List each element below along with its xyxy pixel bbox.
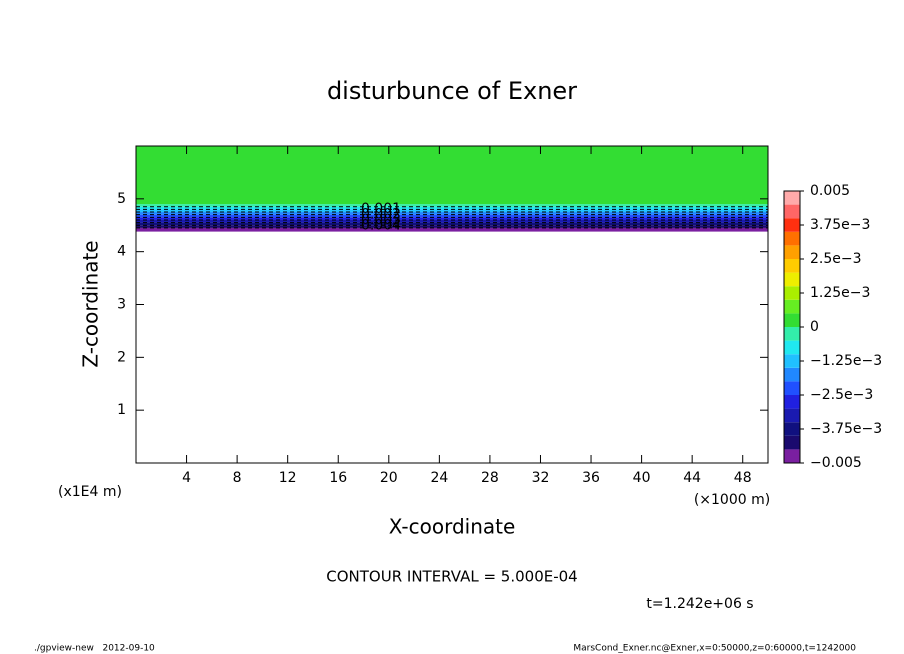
x-axis-label: X-coordinate [389, 515, 516, 539]
x-tick-label: 24 [430, 470, 448, 486]
colorbar-box [784, 231, 800, 246]
colorbar-label: 0.005 [810, 183, 850, 199]
colorbar-box [784, 435, 800, 450]
colorbar-label: 0 [810, 319, 819, 335]
contour-band [136, 146, 768, 205]
contour-band [136, 227, 768, 232]
y-tick-label: 5 [117, 191, 126, 207]
contour-label: 0.001 [361, 201, 401, 217]
colorbar-box [784, 299, 800, 314]
y-unit: (x1E4 m) [58, 484, 122, 500]
colorbar-box [784, 449, 800, 463]
y-tick-label: 3 [117, 297, 126, 313]
x-tick-label: 28 [481, 470, 499, 486]
colorbar-label: −2.5e−3 [810, 387, 873, 403]
contour-band [136, 217, 768, 220]
x-tick-label: 40 [633, 470, 651, 486]
y-tick-label: 1 [117, 402, 126, 418]
y-tick-label: 2 [117, 349, 126, 365]
colorbar-label: −1.25e−3 [810, 353, 882, 369]
contour-band [136, 206, 768, 210]
colorbar-box [784, 381, 800, 395]
x-unit: (×1000 m) [694, 492, 770, 508]
colorbar-label: −0.005 [810, 455, 862, 471]
contour-interval: CONTOUR INTERVAL = 5.000E-04 [326, 568, 577, 586]
footer-left: ./gpview-new 2012-09-10 [34, 644, 155, 654]
contour-band [136, 225, 768, 228]
chart-title: disturbunce of Exner [327, 77, 577, 105]
colorbar-box [784, 191, 800, 205]
contour-band [136, 214, 768, 218]
x-tick-label: 12 [279, 470, 297, 486]
contour-label: 0.002 [361, 207, 401, 223]
x-tick-label: 16 [329, 470, 347, 486]
contour-label: 0.003 [361, 212, 401, 228]
contour-band [136, 209, 768, 213]
x-tick-label: 48 [734, 470, 752, 486]
x-tick-label: 36 [582, 470, 600, 486]
colorbar-box [784, 422, 800, 436]
colorbar-box [784, 286, 800, 300]
colorbar-box [784, 354, 800, 368]
colorbar-box [784, 313, 800, 327]
colorbar-box [784, 204, 800, 219]
y-tick-label: 4 [117, 244, 126, 260]
contour-label: 0.004 [361, 218, 401, 234]
colorbar-box [784, 272, 800, 287]
y-axis-label: Z-coordinate [79, 240, 103, 367]
contour-band [136, 222, 768, 226]
colorbar-box [784, 259, 800, 273]
contour-band [136, 212, 768, 215]
colorbar-label: 2.5e−3 [810, 251, 862, 267]
x-tick-label: 32 [532, 470, 550, 486]
colorbar-label: −3.75e−3 [810, 421, 882, 437]
colorbar-box [784, 218, 800, 232]
time-label: t=1.242e+06 s [646, 596, 753, 612]
colorbar-box [784, 245, 800, 259]
x-tick-label: 8 [233, 470, 242, 486]
colorbar-box [784, 408, 800, 423]
colorbar-box [784, 395, 800, 409]
x-tick-label: 20 [380, 470, 398, 486]
colorbar-label: 3.75e−3 [810, 217, 870, 233]
colorbar-box [784, 340, 800, 355]
colorbar-label: 1.25e−3 [810, 285, 870, 301]
footer-right: MarsCond_Exner.nc@Exner,x=0:50000,z=0:60… [573, 644, 856, 654]
colorbar-box [784, 327, 800, 341]
contour-band [136, 204, 768, 207]
contour-band [136, 219, 768, 223]
colorbar-box [784, 367, 800, 382]
x-tick-label: 44 [683, 470, 701, 486]
x-tick-label: 4 [182, 470, 191, 486]
